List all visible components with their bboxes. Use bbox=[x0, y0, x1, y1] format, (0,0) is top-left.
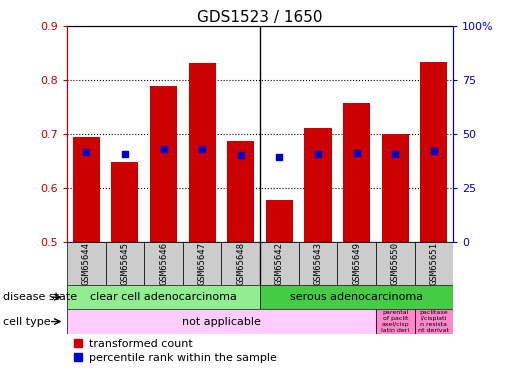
Bar bbox=[67, 285, 260, 309]
Bar bbox=[183, 242, 221, 285]
Text: cell type: cell type bbox=[3, 316, 50, 327]
Bar bbox=[73, 137, 100, 242]
Text: GSM65647: GSM65647 bbox=[198, 242, 207, 285]
Bar bbox=[221, 242, 260, 285]
Bar bbox=[415, 309, 453, 334]
Text: GSM65645: GSM65645 bbox=[121, 242, 129, 285]
Text: GSM65642: GSM65642 bbox=[275, 242, 284, 285]
Text: paclitaxe
l/cisplati
n resista
nt derivat: paclitaxe l/cisplati n resista nt deriva… bbox=[419, 310, 449, 333]
Bar bbox=[337, 242, 376, 285]
Bar bbox=[227, 141, 254, 242]
Text: not applicable: not applicable bbox=[182, 316, 261, 327]
Text: GSM65651: GSM65651 bbox=[430, 242, 438, 285]
Text: GSM65644: GSM65644 bbox=[82, 242, 91, 285]
Bar bbox=[420, 62, 448, 242]
Text: GSM65646: GSM65646 bbox=[159, 242, 168, 285]
Bar bbox=[67, 309, 376, 334]
Bar bbox=[304, 128, 332, 242]
Legend: transformed count, percentile rank within the sample: transformed count, percentile rank withi… bbox=[73, 339, 277, 363]
Bar bbox=[299, 242, 337, 285]
Text: GSM65643: GSM65643 bbox=[314, 242, 322, 285]
Bar bbox=[144, 242, 183, 285]
Bar bbox=[188, 63, 216, 242]
Bar bbox=[106, 242, 144, 285]
Bar bbox=[343, 103, 370, 242]
Bar bbox=[376, 242, 415, 285]
Text: GSM65650: GSM65650 bbox=[391, 242, 400, 285]
Bar bbox=[382, 134, 409, 242]
Bar bbox=[111, 162, 139, 242]
Bar bbox=[260, 242, 299, 285]
Bar bbox=[266, 200, 293, 242]
Title: GDS1523 / 1650: GDS1523 / 1650 bbox=[197, 10, 323, 25]
Text: clear cell adenocarcinoma: clear cell adenocarcinoma bbox=[90, 292, 237, 302]
Text: disease state: disease state bbox=[3, 292, 77, 302]
Bar bbox=[260, 285, 453, 309]
Bar bbox=[415, 242, 453, 285]
Text: GSM65648: GSM65648 bbox=[236, 242, 245, 285]
Text: GSM65649: GSM65649 bbox=[352, 242, 361, 285]
Bar bbox=[67, 242, 106, 285]
Bar bbox=[150, 86, 177, 242]
Text: parental
of paclit
axel/cisp
latin deri: parental of paclit axel/cisp latin deri bbox=[381, 310, 409, 333]
Text: serous adenocarcinoma: serous adenocarcinoma bbox=[290, 292, 423, 302]
Bar bbox=[376, 309, 415, 334]
